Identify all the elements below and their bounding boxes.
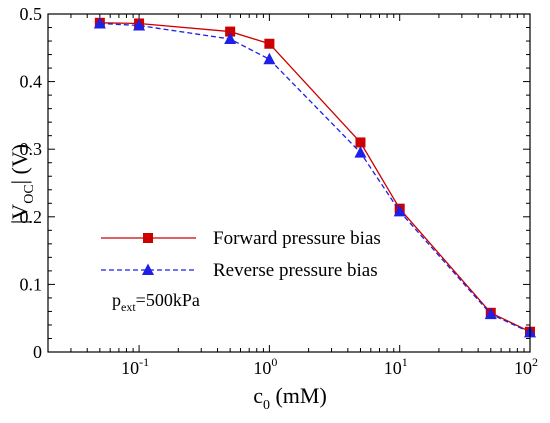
y-tick-label: 0.1 [20, 274, 43, 294]
data-point [264, 38, 275, 49]
data-point [484, 307, 497, 320]
data-point [133, 18, 146, 31]
y-tick-label: 0 [33, 342, 42, 362]
series-line [99, 22, 531, 333]
x-tick-label: 100 [253, 355, 277, 378]
legend-marker-reverse [142, 263, 154, 275]
data-point [393, 204, 406, 217]
ticks: 0 0.1 0.2 0.3 0.4 0.5 10-1 100 101 102 [20, 4, 539, 378]
data-point [93, 16, 106, 29]
data-point [263, 52, 276, 65]
data-point [224, 32, 237, 45]
series-layer [93, 16, 536, 338]
x-axis-label: c0 (mM) [253, 383, 327, 413]
legend: Forward pressure bias Reverse pressure b… [101, 228, 381, 281]
x-tick-label: 101 [384, 355, 408, 378]
legend-label-forward: Forward pressure bias [213, 228, 381, 249]
y-tick-label: 0.3 [20, 139, 43, 159]
legend-marker [143, 233, 153, 243]
x-tick-label: 10-1 [121, 355, 149, 378]
y-tick-label: 0.2 [20, 207, 43, 227]
x-tick-label: 102 [514, 355, 538, 378]
data-point [354, 146, 367, 158]
legend-marker [142, 263, 154, 275]
pressure-annotation: pext=500kPa [112, 290, 200, 314]
y-axis-label: |VOC| (V) [7, 144, 37, 224]
plot-frame [47, 13, 531, 353]
y-tick-label: 0.4 [20, 72, 43, 92]
legend-marker-forward [143, 233, 153, 243]
data-point [355, 137, 366, 148]
data-point [225, 26, 236, 37]
series-line [99, 22, 531, 333]
legend-label-reverse: Reverse pressure bias [213, 260, 378, 281]
y-tick-label: 0.5 [20, 4, 43, 24]
